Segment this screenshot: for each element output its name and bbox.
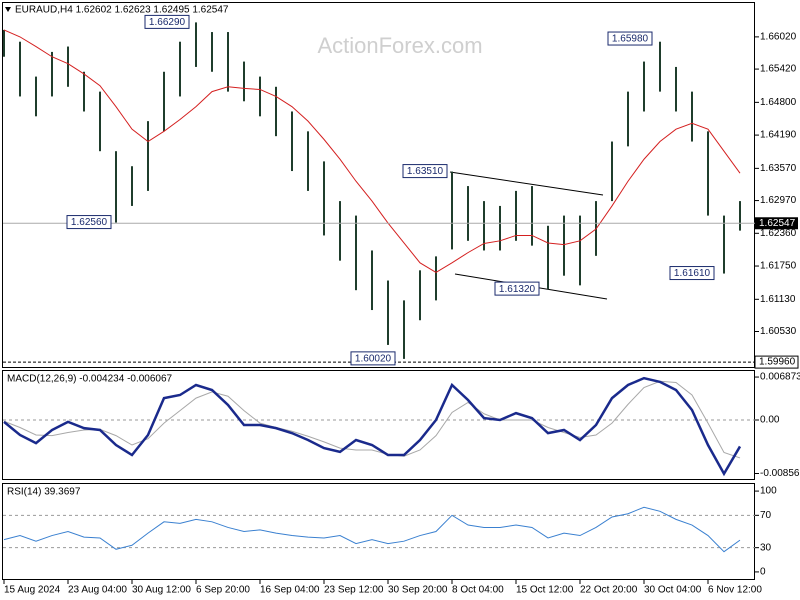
annotation-box <box>669 266 715 281</box>
rsi-line <box>3 506 741 553</box>
y-tick-label: 1.60530 <box>760 326 797 337</box>
x-tick-label: 30 Aug 12:00 <box>132 585 191 596</box>
x-tick-label: 15 Aug 2024 <box>4 585 61 596</box>
y-tick-label: 1.63570 <box>760 163 797 174</box>
macd-signal <box>3 380 741 459</box>
annotation-label: 1.61320 <box>499 284 536 295</box>
x-tick-label: 23 Sep 12:00 <box>324 585 384 596</box>
price-header: EURAUD,H4 1.62602 1.62623 1.62495 1.6254… <box>15 5 229 16</box>
y-tick-label: 1.61750 <box>760 261 797 272</box>
macd-main <box>3 376 742 477</box>
y-tick-label: 1.62360 <box>760 228 797 239</box>
watermark: ActionForex.com <box>317 33 482 58</box>
y-tick-label: 1.64800 <box>760 97 797 108</box>
x-tick-label: 6 Sep 20:00 <box>196 585 250 596</box>
annotation-box <box>607 31 653 46</box>
x-tick-label: 6 Nov 12:00 <box>708 585 762 596</box>
support-label: 1.59960 <box>759 357 796 368</box>
annotation-label: 1.65980 <box>612 34 649 45</box>
y-tick-label: 1.62970 <box>760 195 797 206</box>
current-price-label: 1.62547 <box>759 218 796 229</box>
y-tick-label: 0.006873 <box>760 372 800 383</box>
current-price-box <box>755 217 798 230</box>
x-tick-label: 15 Oct 12:00 <box>516 585 574 596</box>
x-tick-label: 23 Aug 04:00 <box>68 585 127 596</box>
annotation-label: 1.61610 <box>674 268 711 279</box>
moving-average <box>3 29 741 274</box>
annotation-box <box>144 14 190 29</box>
rsi-pane <box>2 483 755 580</box>
x-tick-label: 30 Sep 20:00 <box>388 585 448 596</box>
y-tick-label: 0 <box>760 567 766 578</box>
annotation-label: 1.62560 <box>71 217 108 228</box>
y-tick-label: 100 <box>760 486 777 497</box>
annotation-box <box>402 164 448 179</box>
y-tick-label: 70 <box>760 510 772 521</box>
menu-triangle <box>5 7 11 12</box>
y-tick-label: 1.64190 <box>760 130 797 141</box>
rsi-header: RSI(14) 39.3697 <box>7 487 81 498</box>
price-pane <box>2 2 755 368</box>
support-box <box>754 355 799 369</box>
annotation-box <box>66 215 112 230</box>
x-tick-label: 22 Oct 20:00 <box>580 585 638 596</box>
annotation-label: 1.60020 <box>355 354 392 365</box>
annotation-label: 1.63510 <box>407 166 444 177</box>
macd-pane <box>2 370 755 480</box>
y-tick-label: 1.65420 <box>760 64 797 75</box>
y-tick-label: 1.61130 <box>760 294 796 305</box>
x-tick-label: 30 Oct 04:00 <box>644 585 702 596</box>
y-tick-label: 0.00 <box>760 415 780 426</box>
y-tick-label: 1.66020 <box>760 32 797 43</box>
channel-line <box>449 171 604 196</box>
y-tick-label: 30 <box>760 542 772 553</box>
x-tick-label: 8 Oct 04:00 <box>452 585 504 596</box>
annotation-box <box>350 351 396 366</box>
annotation-box <box>494 281 540 296</box>
annotation-label: 1.66290 <box>149 17 186 28</box>
y-tick-label: -0.00856 <box>760 468 800 479</box>
macd-header: MACD(12,26,9) -0.004234 -0.006067 <box>7 374 173 385</box>
x-tick-label: 16 Sep 04:00 <box>260 585 320 596</box>
